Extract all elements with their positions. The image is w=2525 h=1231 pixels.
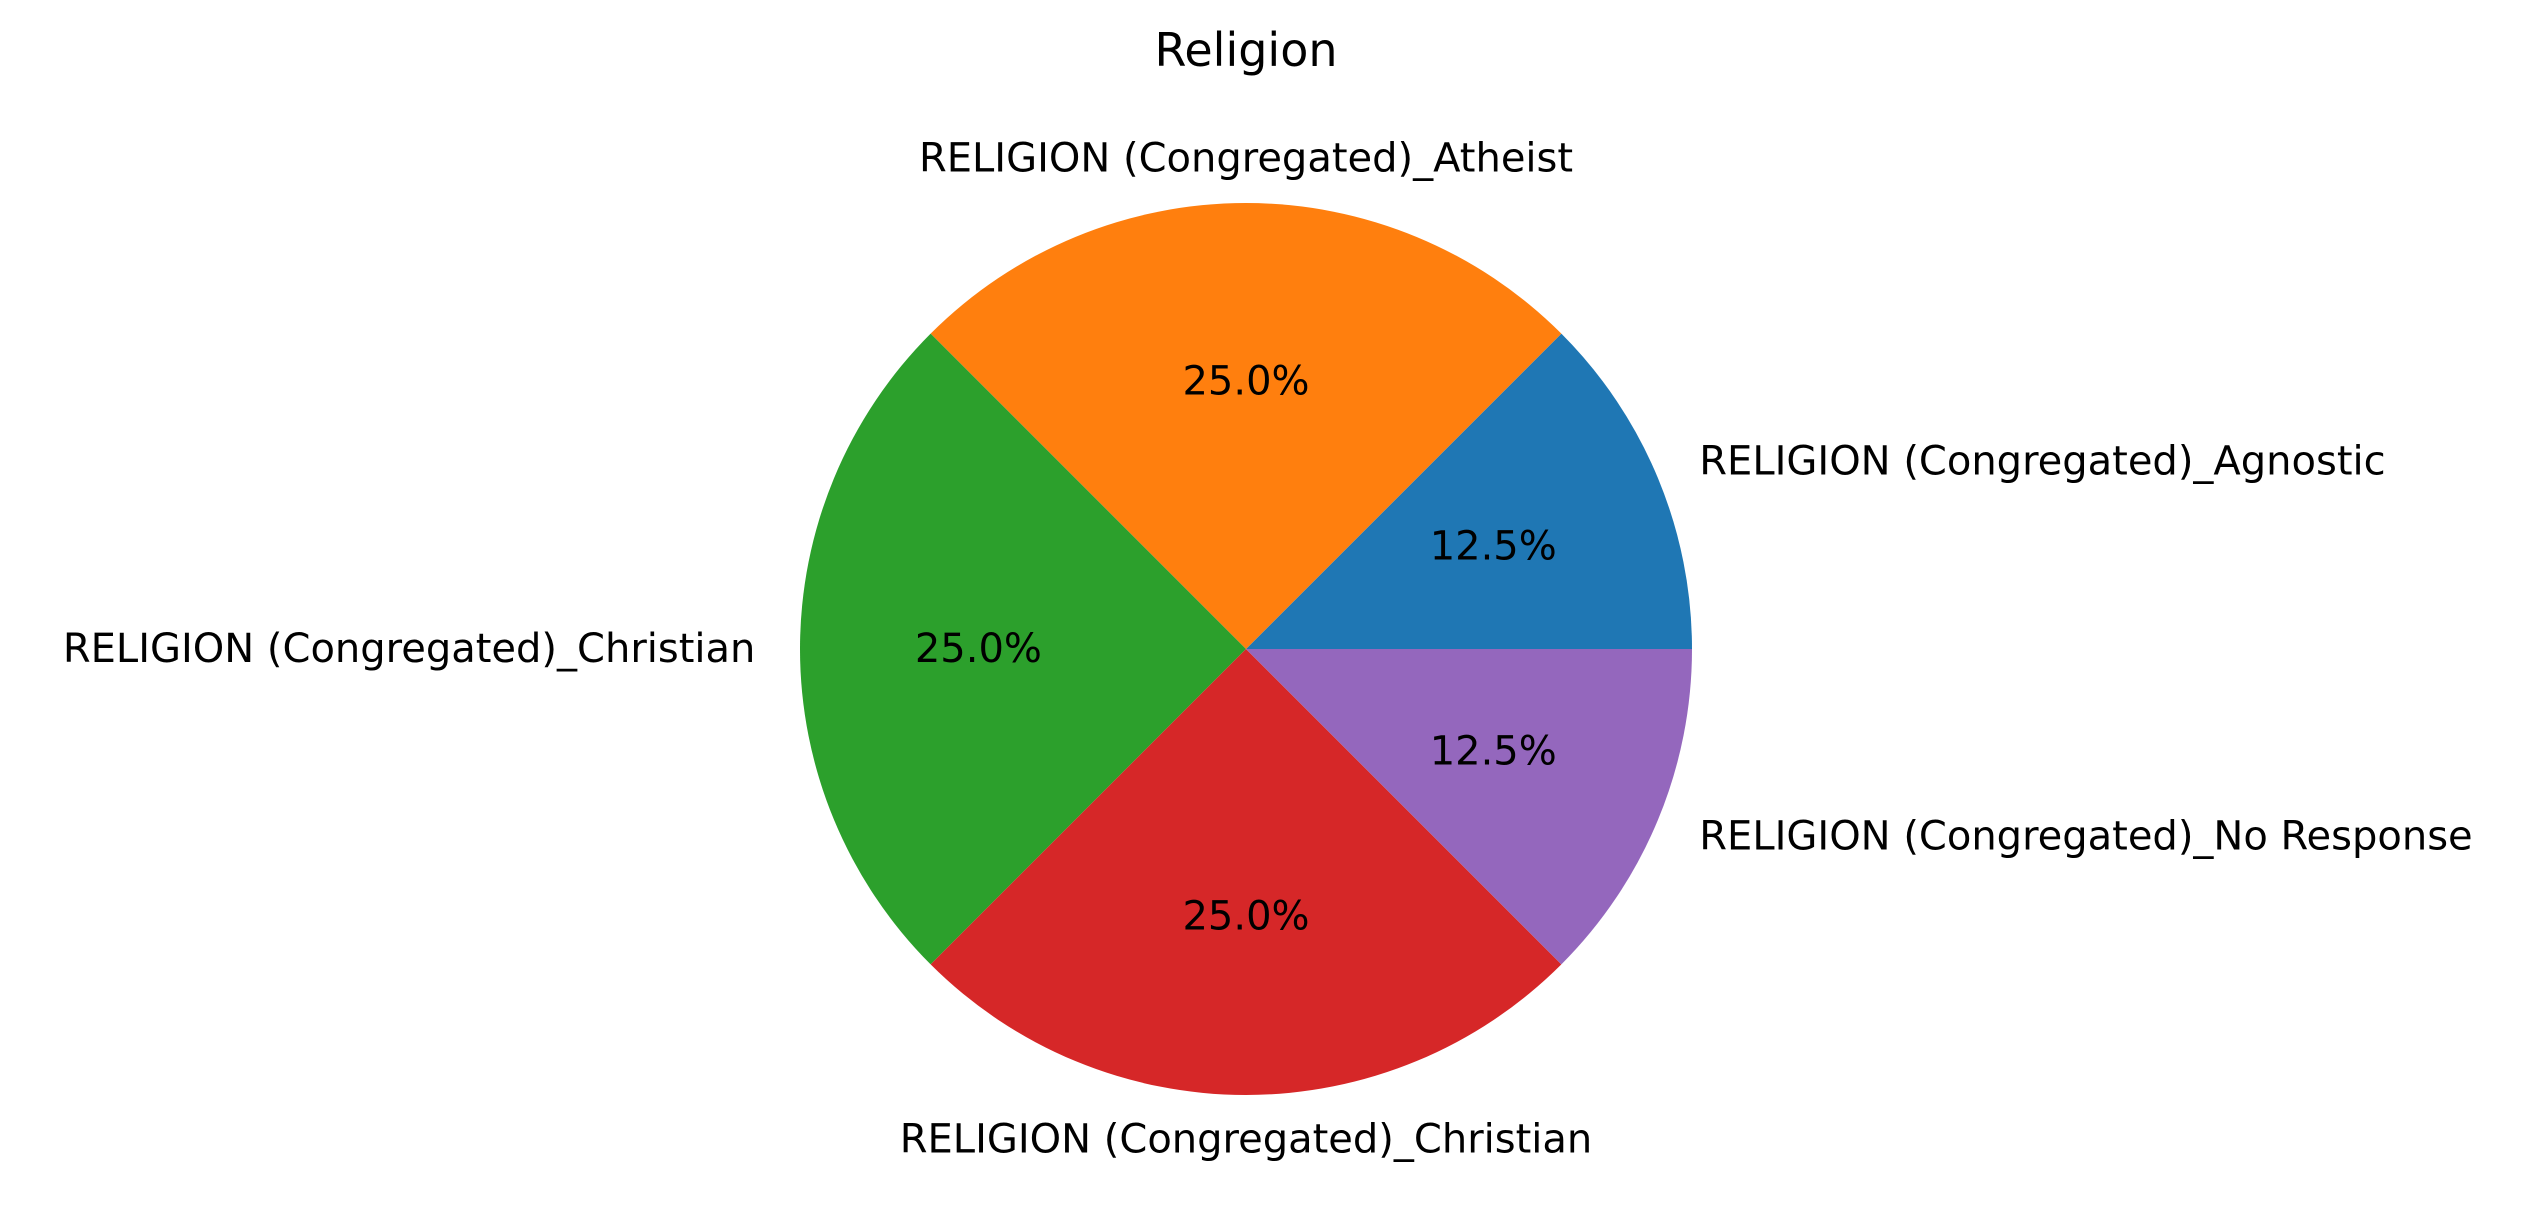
chart-title: Religion <box>1154 23 1337 77</box>
pie-slice-3 <box>930 649 1562 1096</box>
pie-slice-4 <box>1246 649 1692 965</box>
slice-category-label-2: RELIGION (Congregated)_Christian <box>63 626 756 672</box>
pie-slice-2 <box>799 333 1246 965</box>
pie-slice-0 <box>1246 333 1693 649</box>
slice-category-label-3: RELIGION (Congregated)_Christian <box>900 1117 1593 1163</box>
slice-category-label-0: RELIGION (Congregated)_Agnostic <box>1699 438 2385 484</box>
slices-layer <box>799 202 1693 1096</box>
pie-slice-1 <box>930 202 1562 649</box>
slice-category-label-1: RELIGION (Congregated)_Atheist <box>919 135 1573 181</box>
slice-percent-label-1: 25.0% <box>1182 358 1309 404</box>
labels-layer: 12.5% RELIGION (Congregated)_Agnostic 25.0… <box>63 135 2473 1162</box>
slice-percent-label-3: 25.0% <box>1182 894 1309 940</box>
slice-percent-label-0: 12.5% <box>1430 524 1557 570</box>
slice-percent-label-2: 25.0% <box>915 626 1042 672</box>
slice-category-label-4: RELIGION (Congregated)_No Response <box>1699 814 2472 860</box>
slice-percent-label-4: 12.5% <box>1430 728 1557 774</box>
